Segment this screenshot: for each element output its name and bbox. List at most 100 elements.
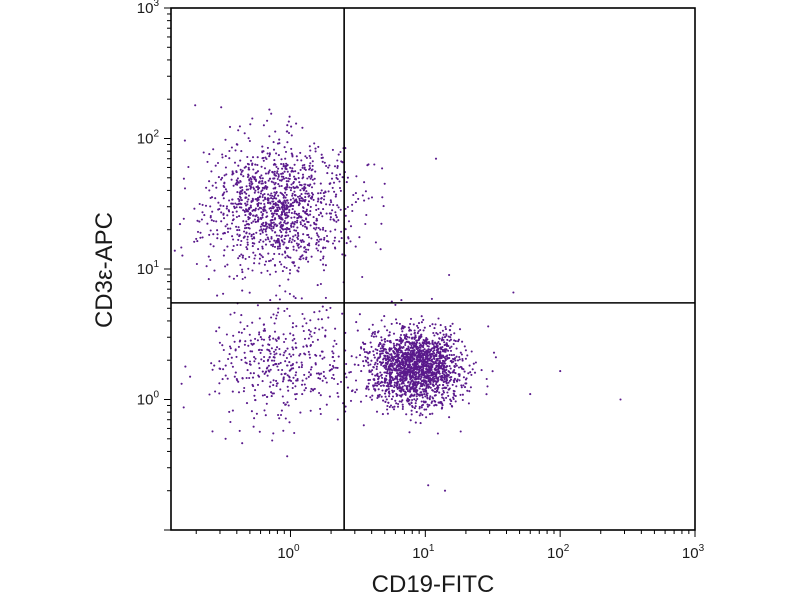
event-dot-pop1-1687: [371, 373, 373, 375]
event-dot-pop1-1647: [474, 372, 476, 374]
event-dot-pop2-303: [261, 338, 263, 340]
event-dot-pop2-320: [332, 374, 334, 376]
event-dot-pop1-1740: [389, 334, 391, 336]
event-dot-pop1-1546: [447, 357, 449, 359]
event-dot-pop0-561: [329, 212, 331, 214]
event-dot-pop2-233: [286, 357, 288, 359]
event-dot-pop2-274: [325, 329, 327, 331]
event-dot-pop0-1272: [318, 241, 320, 243]
event-dot-pop0-256: [244, 214, 246, 216]
event-dot-pop1-1870: [409, 364, 411, 366]
event-dot-pop1-1284: [453, 343, 455, 345]
event-dot-pop2-210: [315, 355, 317, 357]
event-dot-pop0-136: [217, 202, 219, 204]
event-dot-pop0-607: [315, 209, 317, 211]
event-dot-pop1-1388: [452, 370, 454, 372]
event-dot-pop0-936: [278, 217, 280, 219]
event-dot-pop1-1654: [415, 354, 417, 356]
event-dot-pop0-800: [231, 235, 233, 237]
event-dot-pop1-1872: [368, 371, 370, 373]
event-dot-pop1-1641: [385, 396, 387, 398]
event-dot-pop2-192: [249, 334, 251, 336]
event-dot-pop0-846: [241, 199, 243, 201]
event-dot-pop1-436: [397, 406, 399, 408]
event-dot-pop2-414: [259, 317, 261, 319]
event-dot-pop2-90: [319, 355, 321, 357]
event-dot-pop1-469: [382, 413, 384, 415]
event-dot-pop2-49: [323, 375, 325, 377]
event-dot-pop1-929: [472, 368, 474, 370]
event-dot-pop0-94: [226, 246, 228, 248]
event-dot-pop1-1462: [414, 332, 416, 334]
event-dot-pop1-768: [495, 356, 497, 358]
event-dot-pop0-1152: [264, 198, 266, 200]
event-dot-pop1-1816: [408, 390, 410, 392]
event-dot-pop0-586: [304, 246, 306, 248]
event-dot-pop0-102: [314, 148, 316, 150]
event-dot-pop0-311: [293, 216, 295, 218]
event-dot-pop0-662: [285, 231, 287, 233]
event-dot-pop1-1209: [443, 341, 445, 343]
event-dot-pop2-170: [278, 363, 280, 365]
event-dot-pop0-1143: [273, 203, 275, 205]
event-dot-pop2-258: [338, 356, 340, 358]
event-dot-pop1-1874: [389, 331, 391, 333]
event-dot-pop1-172: [431, 413, 433, 415]
event-dot-pop2-216: [317, 339, 319, 341]
event-dot-pop0-1063: [255, 232, 257, 234]
event-dot-pop0-804: [237, 177, 239, 179]
event-dot-pop1-1673: [453, 339, 455, 341]
event-dot-pop0-799: [284, 252, 286, 254]
event-dot-pop2-33: [263, 356, 265, 358]
event-dot-pop1-1203: [432, 340, 434, 342]
event-dot-pop0-329: [291, 134, 293, 136]
event-dot-pop1-1788: [401, 382, 403, 384]
event-dot-pop2-235: [287, 386, 289, 388]
event-dot-pop1-1671: [449, 329, 451, 331]
event-dot-pop2-394: [251, 384, 253, 386]
event-dot-pop1-753: [487, 325, 489, 327]
event-dot-pop1-1193: [432, 383, 434, 385]
event-dot-pop0-958: [240, 169, 242, 171]
event-dot-pop1-1723: [377, 357, 379, 359]
event-dot-pop1-934: [387, 360, 389, 362]
event-dot-pop0-1071: [277, 183, 279, 185]
event-dot-pop0-164: [301, 297, 303, 299]
event-dot-pop1-1195: [446, 379, 448, 381]
event-dot-pop0-1005: [339, 151, 341, 153]
event-dot-pop1-1686: [425, 391, 427, 393]
event-dot-pop0-398: [262, 157, 264, 159]
event-dot-pop0-1267: [335, 174, 337, 176]
event-dot-pop0-651: [214, 197, 216, 199]
event-dot-pop0-784: [258, 187, 260, 189]
event-dot-pop2-226: [289, 333, 291, 335]
event-dot-pop0-1092: [302, 210, 304, 212]
event-dot-pop2-201: [183, 406, 185, 408]
event-dot-pop0-928: [310, 206, 312, 208]
event-dot-pop0-960: [210, 197, 212, 199]
event-dot-pop0-298: [296, 242, 298, 244]
event-dot-pop2-357: [299, 353, 301, 355]
event-dot-pop1-428: [410, 345, 412, 347]
event-dot-pop0-872: [210, 216, 212, 218]
event-dot-pop2-427: [284, 360, 286, 362]
event-dot-pop0-521: [196, 263, 198, 265]
event-dot-pop0-821: [265, 229, 267, 231]
event-dot-pop0-1276: [273, 141, 275, 143]
event-dot-pop0-103: [247, 244, 249, 246]
event-dot-pop1-1048: [385, 375, 387, 377]
event-dot-pop1-1464: [378, 383, 380, 385]
event-dot-pop0-956: [332, 204, 334, 206]
event-dot-pop2-167: [319, 408, 321, 410]
event-dot-pop2-196: [266, 403, 268, 405]
event-dot-pop0-279: [279, 285, 281, 287]
event-dot-pop1-1040: [422, 404, 424, 406]
event-dot-pop1-922: [446, 382, 448, 384]
event-dot-pop1-118: [421, 414, 423, 416]
event-dot-pop1-433: [429, 413, 431, 415]
event-dot-pop2-344: [261, 349, 263, 351]
event-dot-pop0-920: [205, 187, 207, 189]
event-dot-pop2-292: [288, 375, 290, 377]
event-dot-pop0-1241: [267, 237, 269, 239]
event-dot-pop1-1259: [422, 346, 424, 348]
